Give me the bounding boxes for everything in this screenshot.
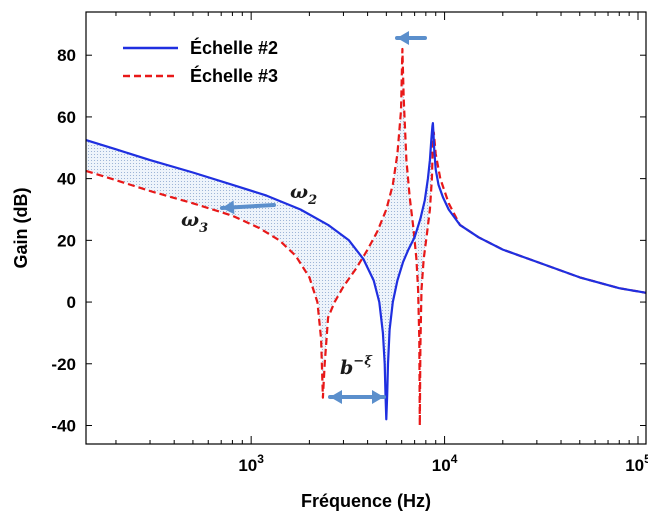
shift-arrow-omega <box>220 200 276 215</box>
y-tick-label: 80 <box>57 46 76 65</box>
plot-frame <box>85 11 647 445</box>
y-tick-label: 40 <box>57 170 76 189</box>
y-tick-label: -40 <box>51 416 76 435</box>
shift-arrow-b-xi <box>328 390 386 404</box>
annotation-label: ω3 <box>181 209 208 236</box>
y-tick-label: 60 <box>57 108 76 127</box>
legend: Échelle #2 Échelle #3 <box>123 37 278 86</box>
series-line-echelle-2 <box>85 122 647 421</box>
shift-arrow-resonance <box>395 31 427 45</box>
shift-arrows <box>220 31 427 404</box>
y-axis-label: Gain (dB) <box>11 188 31 269</box>
annotation-label: b−ξ <box>340 354 373 379</box>
shaded-region <box>86 55 434 415</box>
series-line-echelle-3 <box>85 47 647 427</box>
y-tick-label: 20 <box>57 231 76 250</box>
x-tick-label: 104 <box>432 452 458 475</box>
x-axis-label: Fréquence (Hz) <box>301 491 431 511</box>
x-tick-label: 103 <box>238 452 264 475</box>
frequency-shift-shading <box>86 55 434 415</box>
x-tick-label: 105 <box>625 452 648 475</box>
annotations: ω2 ω3 b−ξ <box>181 181 373 379</box>
y-tick-label: 0 <box>67 293 76 312</box>
axis-ticks: -40 -20 0 20 40 60 80 103 104 105 <box>51 12 648 475</box>
legend-label-echelle-3: Échelle #3 <box>190 65 278 86</box>
y-tick-label: -20 <box>51 355 76 374</box>
annotation-label: ω2 <box>290 181 317 208</box>
legend-label-echelle-2: Échelle #2 <box>190 37 278 58</box>
series-group <box>85 47 647 427</box>
